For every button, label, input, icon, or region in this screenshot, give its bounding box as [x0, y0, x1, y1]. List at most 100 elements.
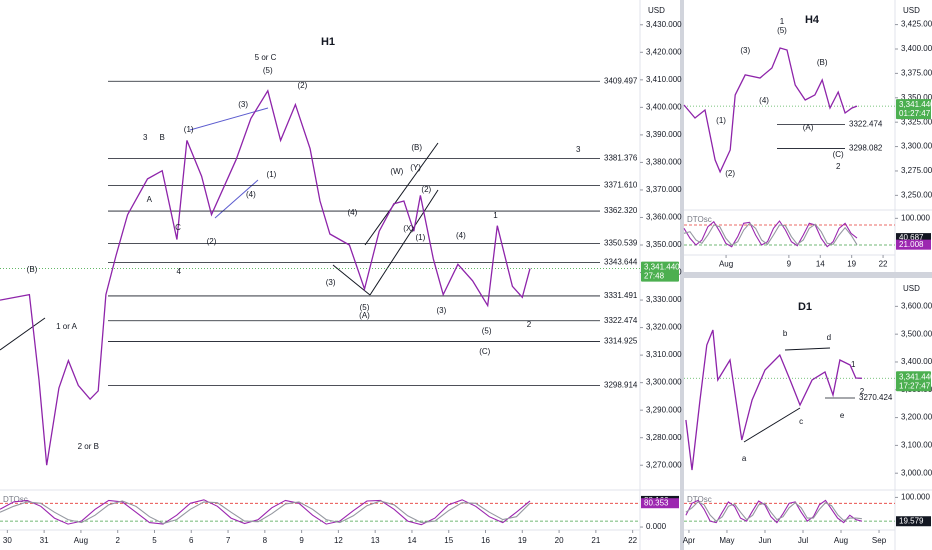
wave-label: C — [175, 223, 181, 232]
wave-label: (2) — [207, 237, 217, 246]
y-tick-label: 3,375.000 — [901, 68, 932, 77]
oscillator-label: DTOsc — [687, 215, 712, 224]
y-tick-label: 3,370.000 — [646, 185, 682, 194]
price-line — [683, 47, 858, 174]
y-tick-label: 3,400.000 — [901, 44, 932, 53]
y-tick-label: 3,390.000 — [646, 130, 682, 139]
trendline — [743, 407, 801, 443]
price-tag — [896, 99, 931, 120]
currency-label: USD — [903, 284, 920, 293]
oscillator-label: DTOsc — [687, 495, 712, 504]
wave-label: 5 or C — [255, 53, 277, 62]
x-tick-label: 7 — [226, 536, 231, 545]
y-tick-label: 3,325.000 — [901, 117, 932, 126]
oscillator-tag — [641, 498, 679, 509]
oscillator-tag-label: 19.579 — [899, 516, 924, 525]
x-tick-label: 13 — [371, 536, 380, 545]
oscillator-line — [0, 500, 531, 525]
wave-label: (5) — [360, 303, 370, 312]
wave-label: (4) — [246, 190, 256, 199]
oscillator-line — [685, 499, 863, 524]
x-tick-label: May — [719, 536, 734, 545]
x-tick-label: 2 — [115, 536, 120, 545]
wave-label: (3) — [326, 278, 336, 287]
wave-label: (2) — [297, 81, 307, 90]
x-tick-label: Aug — [834, 536, 848, 545]
wave-label: (3) — [740, 46, 750, 55]
wave-label: (2) — [725, 169, 735, 178]
wave-label: (1) — [184, 125, 194, 134]
oscillator-tag — [896, 233, 931, 244]
level-label: 3331.491 — [604, 291, 638, 300]
currency-label: USD — [903, 6, 920, 15]
wave-label: (B) — [817, 58, 828, 67]
wave-label: 1 or A — [56, 322, 78, 331]
y-tick-label: 100.000 — [901, 493, 930, 502]
wave-label: 2 or B — [78, 442, 99, 451]
oscillator-tag — [896, 516, 931, 527]
wave-label: 4 — [177, 267, 182, 276]
wave-label: A — [147, 195, 153, 204]
wave-label: c — [799, 417, 803, 426]
x-tick-label: 15 — [444, 536, 453, 545]
x-tick-label: 22 — [628, 536, 637, 545]
chart-title: D1 — [798, 301, 812, 313]
x-tick-label: 8 — [263, 536, 268, 545]
oscillator-label: DTOsc — [3, 495, 28, 504]
price-tag-countdown: 27:48 — [644, 272, 665, 281]
x-tick-label: Jun — [759, 536, 772, 545]
trendline — [364, 142, 439, 246]
level-label: 3322.474 — [849, 120, 883, 129]
y-tick-label: 3,330.000 — [646, 295, 682, 304]
oscillator-tag-label: 40.687 — [899, 233, 924, 242]
oscillator-line — [683, 220, 858, 248]
y-tick-label: 3,310.000 — [646, 350, 682, 359]
level-label: 3350.539 — [604, 239, 638, 248]
x-tick-label: 9 — [787, 260, 792, 269]
trendline — [332, 264, 371, 296]
wave-label: (C) — [479, 347, 490, 356]
wave-label: (3) — [238, 100, 248, 109]
y-tick-label: 3,350.000 — [646, 240, 682, 249]
level-label: 3298.082 — [849, 144, 883, 153]
x-tick-label: Apr — [683, 536, 696, 545]
wave-label: (Y) — [410, 163, 421, 172]
y-tick-label: 3,300.000 — [646, 378, 682, 387]
x-tick-label: 12 — [334, 536, 343, 545]
x-tick-label: 9 — [299, 536, 304, 545]
drawings — [0, 107, 831, 443]
wave-label: (1) — [716, 116, 726, 125]
y-tick-label: 3,400.000 — [901, 357, 932, 366]
wave-label: a — [742, 454, 747, 463]
price-line — [685, 329, 862, 471]
y-tick-label: 3,600.000 — [901, 301, 932, 310]
wave-label: (B) — [27, 265, 38, 274]
oscillator-line — [685, 501, 862, 522]
x-tick-label: 19 — [847, 260, 856, 269]
y-tick-label: 3,275.000 — [901, 166, 932, 175]
trendline — [0, 317, 46, 351]
level-label: 3343.644 — [604, 258, 638, 267]
trendline — [369, 189, 439, 296]
wave-label: (2) — [421, 185, 431, 194]
panel-d1 — [684, 278, 932, 550]
wave-label: 1 — [851, 360, 856, 369]
y-tick-label: 3,290.000 — [646, 405, 682, 414]
price-line — [0, 89, 531, 466]
x-tick-label: 19 — [518, 536, 527, 545]
x-tick-label: Sep — [872, 536, 887, 545]
price-tag — [896, 371, 931, 392]
y-tick-label: 3,500.000 — [901, 329, 932, 338]
chart-title: H4 — [805, 14, 820, 26]
chart-panel: H4 USD 3,250.000 3,275.000 3,300.000 3,325.00… — [683, 0, 932, 272]
wave-label: 2 — [860, 387, 865, 396]
y-tick-label: 3,270.000 — [646, 460, 682, 469]
y-tick-label: 3,410.000 — [646, 75, 682, 84]
x-tick-label: 14 — [408, 536, 417, 545]
level-label: 3298.914 — [604, 381, 638, 390]
wave-label: (W) — [390, 167, 403, 176]
wave-label: (B) — [411, 143, 422, 152]
x-tick-label: Jul — [798, 536, 808, 545]
x-tick-label: 31 — [40, 536, 49, 545]
price-tag-countdown: 17:27:47 — [899, 381, 931, 390]
